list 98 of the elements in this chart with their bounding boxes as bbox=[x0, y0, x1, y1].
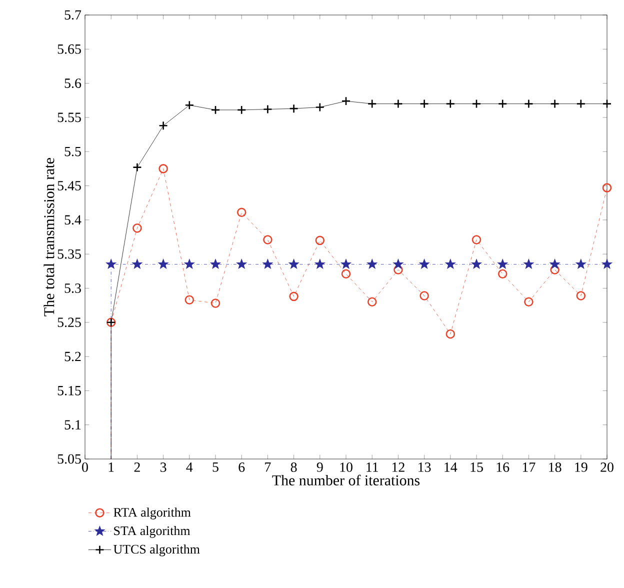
point bbox=[184, 295, 194, 304]
point bbox=[420, 291, 429, 300]
x-tick-label: 13 bbox=[418, 462, 431, 472]
point bbox=[289, 292, 298, 302]
point bbox=[342, 260, 350, 268]
legend-label: RTA algorithm bbox=[114, 508, 191, 520]
y-tick-label: 5.65 bbox=[58, 44, 81, 54]
point bbox=[576, 291, 586, 300]
x-tick-label: 2 bbox=[134, 462, 140, 472]
point bbox=[446, 99, 456, 108]
point bbox=[263, 104, 272, 114]
y-tick-label: 5.1 bbox=[64, 420, 81, 430]
point bbox=[210, 105, 220, 115]
x-tick-label: 11 bbox=[366, 462, 378, 472]
point bbox=[498, 269, 508, 279]
point bbox=[420, 260, 429, 268]
x-tick-label: 3 bbox=[160, 462, 166, 472]
point bbox=[524, 260, 534, 268]
x-tick-label: 12 bbox=[392, 462, 404, 472]
point bbox=[341, 269, 351, 279]
x-tick-label: 18 bbox=[549, 462, 562, 472]
point bbox=[184, 100, 194, 110]
point bbox=[132, 223, 142, 233]
y-tick-label: 5.15 bbox=[58, 386, 81, 396]
y-tick-label: 5.7 bbox=[64, 10, 82, 20]
point bbox=[315, 102, 325, 112]
y-tick-label: 5.25 bbox=[58, 318, 81, 328]
point bbox=[524, 297, 534, 307]
point bbox=[498, 260, 508, 268]
point bbox=[602, 99, 612, 108]
point bbox=[158, 164, 168, 174]
x-tick-label: 16 bbox=[496, 462, 510, 472]
x-tick-label: 1 bbox=[108, 462, 114, 472]
point bbox=[420, 99, 429, 108]
point bbox=[158, 121, 168, 130]
point bbox=[472, 260, 481, 268]
x-tick-label: 7 bbox=[265, 462, 271, 472]
y-tick-label: 5.4 bbox=[64, 215, 82, 225]
x-tick-label: 14 bbox=[444, 462, 458, 472]
point bbox=[446, 329, 456, 339]
point bbox=[263, 260, 272, 268]
point bbox=[602, 260, 612, 268]
point bbox=[472, 99, 482, 108]
point bbox=[315, 260, 324, 268]
point bbox=[394, 99, 403, 108]
x-tick-label: 20 bbox=[600, 462, 614, 472]
x-tick-label: 19 bbox=[575, 462, 588, 472]
point bbox=[576, 99, 586, 108]
point bbox=[368, 260, 377, 268]
point bbox=[236, 208, 246, 218]
y-tick-label: 5.05 bbox=[58, 454, 81, 464]
point bbox=[550, 99, 560, 108]
point bbox=[550, 265, 560, 274]
x-axis-title: The number of iterations bbox=[272, 474, 420, 486]
point bbox=[211, 260, 220, 268]
point bbox=[602, 183, 612, 192]
point bbox=[367, 297, 377, 307]
point bbox=[289, 104, 298, 114]
legend-label: STA algorithm bbox=[114, 526, 190, 538]
point bbox=[237, 260, 246, 268]
point bbox=[158, 260, 168, 268]
x-tick-label: 10 bbox=[340, 462, 352, 472]
point bbox=[236, 105, 246, 115]
point bbox=[210, 298, 220, 308]
x-tick-label: 9 bbox=[316, 462, 323, 472]
point bbox=[550, 260, 560, 268]
point bbox=[472, 235, 482, 244]
y-axis-title: The total transmission rate bbox=[44, 158, 54, 316]
y-tick-label: 5.5 bbox=[64, 146, 81, 156]
point bbox=[289, 260, 298, 268]
y-tick-label: 5.35 bbox=[58, 249, 81, 259]
x-tick-label: 5 bbox=[212, 462, 218, 472]
x-tick-label: 15 bbox=[470, 462, 483, 472]
point bbox=[132, 162, 142, 172]
point bbox=[184, 260, 194, 268]
point bbox=[524, 99, 534, 108]
point bbox=[341, 96, 351, 106]
y-tick-label: 5.55 bbox=[58, 112, 81, 122]
point bbox=[106, 260, 116, 268]
point bbox=[315, 236, 325, 246]
x-tick-label: 8 bbox=[290, 462, 297, 472]
x-tick-label: 4 bbox=[186, 462, 193, 472]
y-tick-label: 5.3 bbox=[64, 284, 81, 293]
point bbox=[367, 99, 377, 108]
point bbox=[576, 260, 586, 268]
x-tick-label: 0 bbox=[82, 462, 88, 472]
y-tick-label: 5.2 bbox=[64, 352, 81, 362]
point bbox=[394, 265, 403, 274]
point bbox=[132, 260, 142, 268]
legend-label: UTCS algorithm bbox=[114, 544, 200, 556]
x-tick-label: 6 bbox=[238, 462, 245, 472]
point bbox=[263, 235, 272, 244]
point bbox=[394, 260, 403, 268]
y-tick-label: 5.45 bbox=[58, 181, 81, 190]
point bbox=[446, 260, 455, 268]
point bbox=[498, 99, 508, 108]
y-tick-label: 5.6 bbox=[64, 78, 82, 88]
x-tick-label: 17 bbox=[522, 462, 536, 472]
